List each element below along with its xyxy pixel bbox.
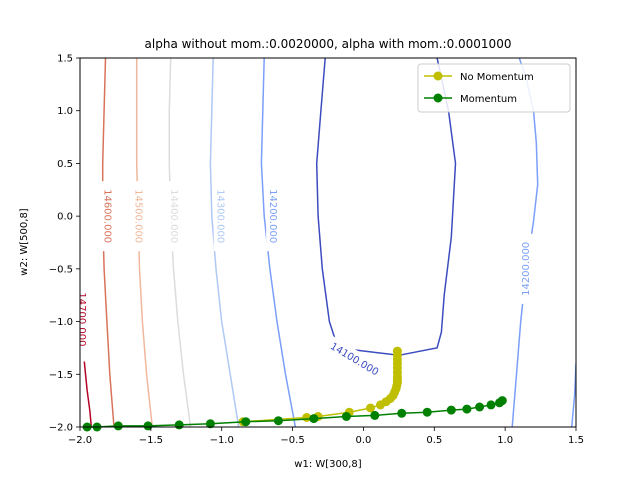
y-tick-label-5: 0.5 <box>57 159 73 170</box>
chart-title: alpha without mom.:0.0020000, alpha with… <box>145 37 512 51</box>
y-tick-label-2: −1.0 <box>49 317 73 328</box>
contour-label-bg-8 <box>320 333 390 384</box>
contour-label-bg-2 <box>131 181 148 252</box>
series-1-point-6 <box>241 417 251 427</box>
series-1-point-10 <box>370 410 380 420</box>
series-1-point-14 <box>462 404 472 414</box>
contour-label-4: 14300.000 <box>215 189 226 243</box>
y-tick-label-7: 1.5 <box>57 54 73 65</box>
y-tick-label-3: −0.5 <box>49 264 73 275</box>
x-tick-label-2: −1.0 <box>210 435 234 446</box>
x-tick-label-3: −0.5 <box>280 435 304 446</box>
contour-label-bg-7 <box>516 233 533 304</box>
contour-lines: 14700.000 14600.000 14500.000 14400.000 1430… <box>76 58 576 427</box>
x-tick-label-4: 0.0 <box>355 435 371 446</box>
x-tick-label-7: 1.5 <box>568 435 584 446</box>
data-series <box>82 346 507 432</box>
y-axis-label: w2: W[500,8] <box>19 208 30 276</box>
series-1-point-12 <box>422 407 432 417</box>
x-tick-label-1: −1.5 <box>139 435 163 446</box>
series-1-point-5 <box>205 419 215 429</box>
y-tick-label-1: −1.5 <box>49 370 73 381</box>
series-1-point-9 <box>341 412 351 421</box>
series-1-point-8 <box>309 414 319 424</box>
series-1-point-11 <box>397 408 407 418</box>
contour-label-bg-5 <box>266 181 283 252</box>
legend-marker-1 <box>433 93 443 103</box>
series-1-point-2 <box>113 421 123 431</box>
series-0-point-20 <box>392 346 402 356</box>
legend: No Momentum Momentum <box>417 63 571 113</box>
contour-label-5: 14200.000 <box>267 189 278 243</box>
contour-line-6 <box>570 363 576 427</box>
contour-label-bg-4 <box>213 181 230 252</box>
legend-box <box>417 63 571 113</box>
series-1-point-16 <box>486 400 496 410</box>
y-tick-label-4: 0.0 <box>57 212 73 223</box>
series-1-point-15 <box>475 402 485 412</box>
series-0-point-4 <box>366 403 375 413</box>
series-1-point-4 <box>174 420 184 430</box>
contour-label-3: 14400.000 <box>168 189 179 243</box>
x-tick-label-5: 0.5 <box>426 435 442 446</box>
series-1 <box>82 396 507 432</box>
x-axis-ticks: −2.0 −1.5 −1.0 −0.5 0.0 0.5 1.0 1.5 <box>68 427 584 446</box>
legend-label-0: No Momentum <box>460 72 534 83</box>
x-tick-label-6: 1.0 <box>497 435 513 446</box>
contour-label-7: 14200.000 <box>521 242 532 296</box>
contour-label-bg-3 <box>166 181 183 252</box>
legend-label-1: Momentum <box>460 94 517 105</box>
contour-label-0: 14700.000 <box>76 292 87 346</box>
contour-line-0 <box>83 361 93 427</box>
plot-frame <box>79 57 577 428</box>
series-1-point-13 <box>446 405 456 415</box>
contour-label-1: 14600.000 <box>101 189 112 243</box>
series-1-point-18 <box>497 396 507 406</box>
contour-label-2: 14500.000 <box>133 189 144 243</box>
contour-label-bg-0 <box>80 284 91 355</box>
y-tick-label-0: −2.0 <box>49 423 73 434</box>
y-axis-ticks: −2.0 −1.5 −1.0 −0.5 0.0 0.5 1.0 1.5 <box>49 54 80 434</box>
legend-marker-0 <box>433 71 443 81</box>
contour-label-bg-1 <box>100 181 117 252</box>
x-tick-label-0: −2.0 <box>68 435 92 446</box>
series-1-point-3 <box>143 421 153 431</box>
x-axis-label: w1: W[300,8] <box>294 459 362 470</box>
y-tick-label-6: 1.0 <box>57 106 73 117</box>
series-1-point-7 <box>273 416 283 426</box>
